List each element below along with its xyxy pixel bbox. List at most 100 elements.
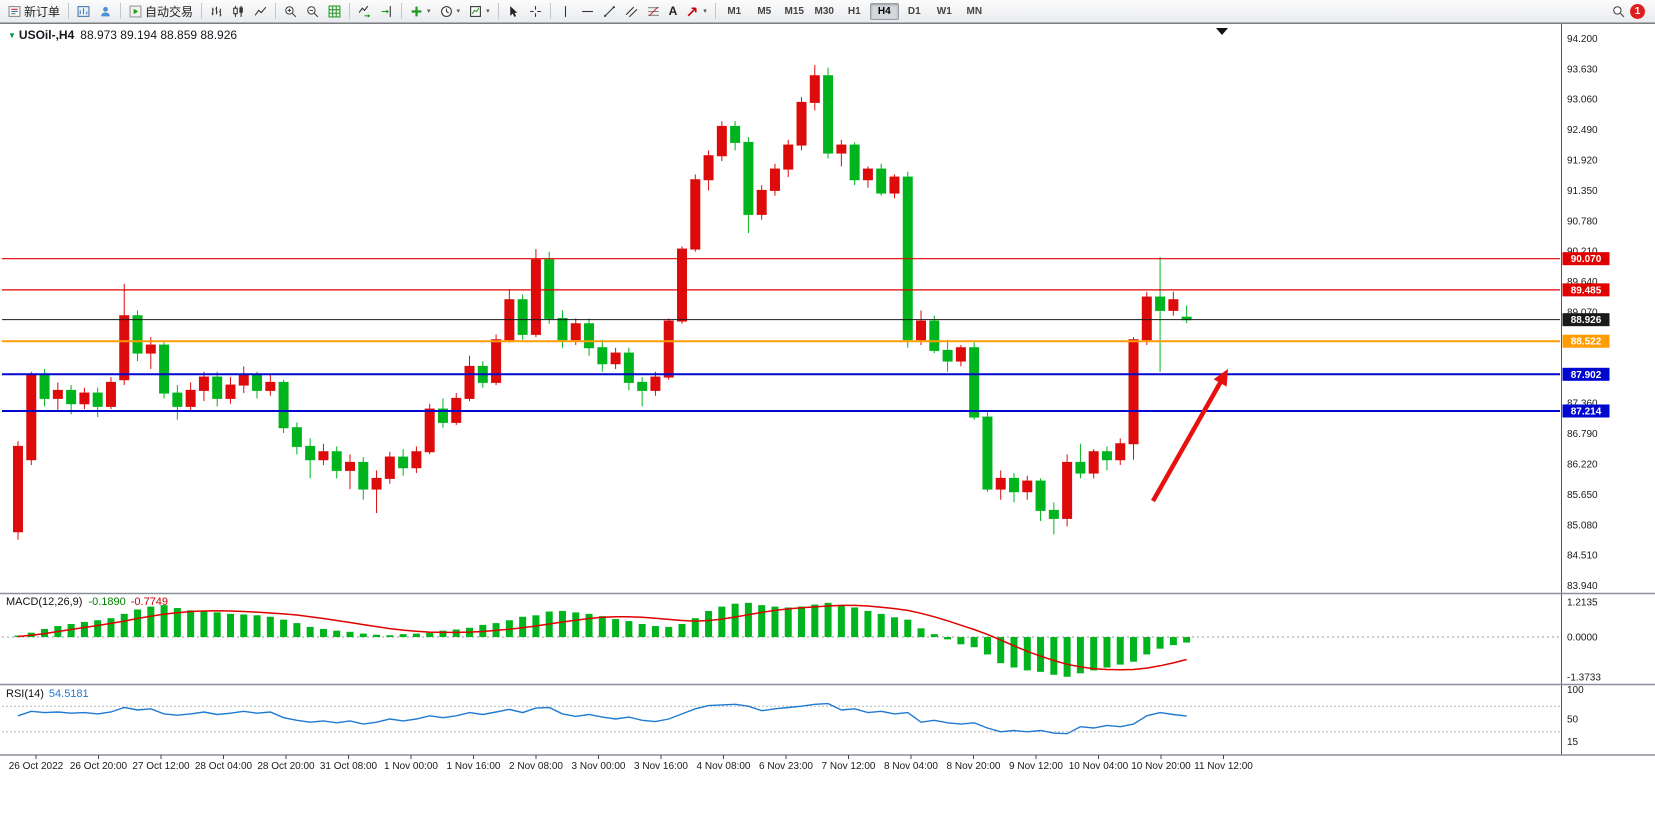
chart-window-button[interactable] <box>73 2 94 21</box>
symbol-dropdown-icon[interactable]: ▼ <box>8 31 16 40</box>
candle-body <box>159 344 170 394</box>
macd-bar <box>160 605 168 638</box>
notification-badge[interactable]: 1 <box>1630 3 1645 19</box>
timeframe-d1[interactable]: D1 <box>907 5 921 17</box>
fibonacci-icon <box>647 6 659 16</box>
rsi-axis-label: 50 <box>1567 715 1579 726</box>
template-icon <box>470 5 481 17</box>
candle-body <box>358 461 369 490</box>
macd-bar <box>811 604 819 638</box>
candlestick-chart-icon <box>233 5 243 17</box>
periods-button[interactable]: ▾ <box>436 2 465 21</box>
trend-arrow[interactable] <box>1151 378 1225 503</box>
candle-body <box>836 144 847 154</box>
macd-label: MACD(12,26,9) -0.1890 -0.7749 <box>6 596 168 608</box>
vertical-line-button[interactable] <box>555 2 576 21</box>
scroll-to-end-icon[interactable] <box>1216 28 1228 35</box>
zoom-in-button[interactable] <box>280 2 301 21</box>
macd-bar <box>173 608 181 638</box>
timeframe-m15[interactable]: M15 <box>784 5 804 17</box>
timeframe-group: M1 M5 M15 M30 H1 H4 D1 W1 MN <box>720 2 989 20</box>
rsi-line <box>17 702 1187 735</box>
candle-body <box>1022 480 1033 493</box>
timeframe-h1[interactable]: H1 <box>847 5 861 17</box>
candle-body <box>889 176 900 194</box>
search-button[interactable] <box>1608 2 1629 21</box>
macd-bar <box>200 611 208 638</box>
cursor-button[interactable] <box>503 2 524 21</box>
candle-body <box>491 339 502 383</box>
candlestick-chart-button[interactable] <box>228 2 249 21</box>
arrows-tool-button[interactable]: ▾ <box>682 2 711 21</box>
crosshair-button[interactable] <box>525 2 546 21</box>
text-tool-button[interactable]: A <box>665 2 682 21</box>
bar-chart-button[interactable] <box>206 2 227 21</box>
timeframe-m5[interactable]: M5 <box>757 5 772 17</box>
auto-scroll-button[interactable] <box>354 2 375 21</box>
macd-bar <box>1169 637 1177 646</box>
price-tag-current-price <box>1562 313 1610 327</box>
macd-bar <box>333 630 341 638</box>
text-tool-label: A <box>668 4 678 18</box>
timeframe-m1[interactable]: M1 <box>727 5 742 17</box>
macd-bar <box>80 621 88 638</box>
macd-bar <box>266 616 274 638</box>
profile-button[interactable] <box>95 2 116 21</box>
candle-body <box>703 155 714 181</box>
candle-body <box>769 168 780 191</box>
price-axis-label: 89.070 <box>1567 308 1598 319</box>
templates-button[interactable]: ▾ <box>465 2 494 21</box>
line-chart-button[interactable] <box>250 2 271 21</box>
price-tag-support-1 <box>1562 367 1610 381</box>
time-axis-label: 8 Nov 20:00 <box>947 761 1001 772</box>
candle-body <box>66 389 77 405</box>
price-axis-label: 85.080 <box>1567 520 1598 531</box>
candle-body <box>584 323 595 349</box>
rsi-axis-label: 15 <box>1567 737 1579 748</box>
macd-bar <box>1063 637 1071 677</box>
candle-body <box>1062 461 1073 519</box>
fibonacci-button[interactable] <box>643 2 664 21</box>
candle-body <box>437 408 448 423</box>
price-chart[interactable]: 94.200 93.630 93.060 92.490 91.920 91.350 90.7… <box>0 24 1655 823</box>
candle-body <box>995 477 1006 490</box>
horizontal-line-button[interactable] <box>577 2 598 21</box>
timeframe-mn[interactable]: MN <box>966 5 983 17</box>
price-tag-pivot-orange <box>1562 334 1610 348</box>
candle-body <box>278 381 289 429</box>
separator <box>714 3 716 19</box>
horizontal-line-icon <box>581 10 593 12</box>
candle-body <box>1035 480 1046 511</box>
channel-button[interactable] <box>621 2 642 21</box>
rsi-value: 54.5181 <box>48 688 89 700</box>
time-axis-label: 11 Nov 12:00 <box>1194 761 1253 772</box>
candle-body <box>650 376 661 391</box>
macd-bar <box>1183 637 1191 643</box>
time-axis-label: 26 Oct 2022 <box>9 761 64 772</box>
timeframe-m30[interactable]: M30 <box>814 5 834 17</box>
chart-shift-button[interactable] <box>376 2 397 21</box>
price-axis-label: 85.650 <box>1567 490 1598 501</box>
candle-body <box>849 144 860 181</box>
chart-window[interactable]: 94.200 93.630 93.060 92.490 91.920 91.350 90.7… <box>0 23 1655 823</box>
channel-icon <box>625 6 637 17</box>
price-axis-label: 84.510 <box>1567 551 1598 562</box>
trend-arrow-head[interactable] <box>1213 369 1228 387</box>
new-order-button[interactable]: 新订单 <box>4 2 64 21</box>
autotrading-button[interactable]: 自动交易 <box>125 2 197 21</box>
trendline-button[interactable] <box>599 2 620 21</box>
macd-bar <box>280 619 288 638</box>
tile-windows-button[interactable] <box>324 2 345 21</box>
candle-body <box>411 451 422 469</box>
zoom-out-button[interactable] <box>302 2 323 21</box>
time-axis-label: 1 Nov 16:00 <box>447 761 501 772</box>
price-axis-label: 89.640 <box>1567 277 1598 288</box>
macd-bar <box>120 613 128 638</box>
candle-body <box>1075 461 1086 474</box>
time-axis-label: 3 Nov 00:00 <box>572 761 626 772</box>
macd-bar <box>837 605 845 638</box>
timeframe-h4[interactable]: H4 <box>869 2 899 20</box>
indicators-button[interactable]: ▾ <box>406 2 435 21</box>
timeframe-w1[interactable]: W1 <box>936 5 952 17</box>
price-axis-label: 90.780 <box>1567 216 1598 227</box>
